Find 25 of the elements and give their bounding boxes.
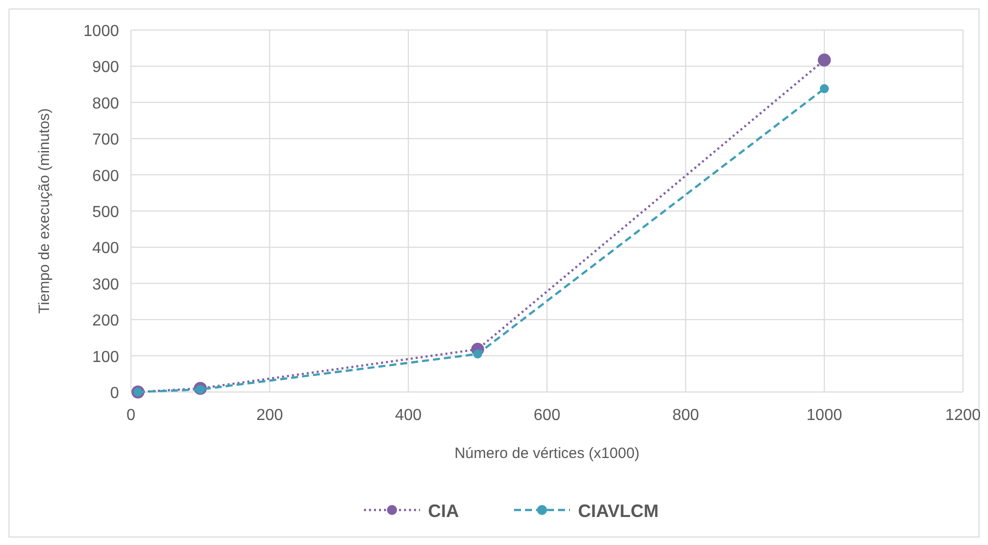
- legend-label: CIA: [428, 501, 459, 521]
- x-tick-label: 800: [672, 407, 700, 424]
- y-tick-label: 800: [92, 95, 120, 112]
- y-tick-label: 400: [92, 240, 120, 258]
- x-tick-label: 200: [256, 407, 284, 424]
- point: [818, 54, 831, 67]
- y-tick-label: 600: [92, 168, 120, 185]
- y-axis-title: Tiempo de execução (minutos): [36, 108, 53, 314]
- point: [820, 84, 829, 94]
- x-axis-title: Número de vértices (x1000): [454, 445, 640, 462]
- y-tick-label: 1000: [83, 23, 120, 40]
- x-tick-label: 400: [394, 407, 422, 424]
- y-tick-label: 0: [110, 385, 120, 402]
- x-tick-label: 600: [534, 407, 560, 424]
- y-tick-label: 500: [92, 204, 120, 221]
- y-tick-label: 700: [92, 132, 120, 149]
- y-tick-label: 200: [92, 312, 120, 330]
- legend-label: CIAVLCM: [578, 501, 659, 521]
- y-tick-label: 900: [92, 59, 120, 76]
- x-tick-label: 0: [126, 407, 136, 424]
- y-tick-label: 300: [92, 276, 120, 294]
- x-tick-label: 1000: [806, 407, 842, 424]
- x-tick-label: 1200: [945, 407, 981, 424]
- point: [473, 349, 482, 358]
- y-tick-label: 100: [92, 348, 120, 366]
